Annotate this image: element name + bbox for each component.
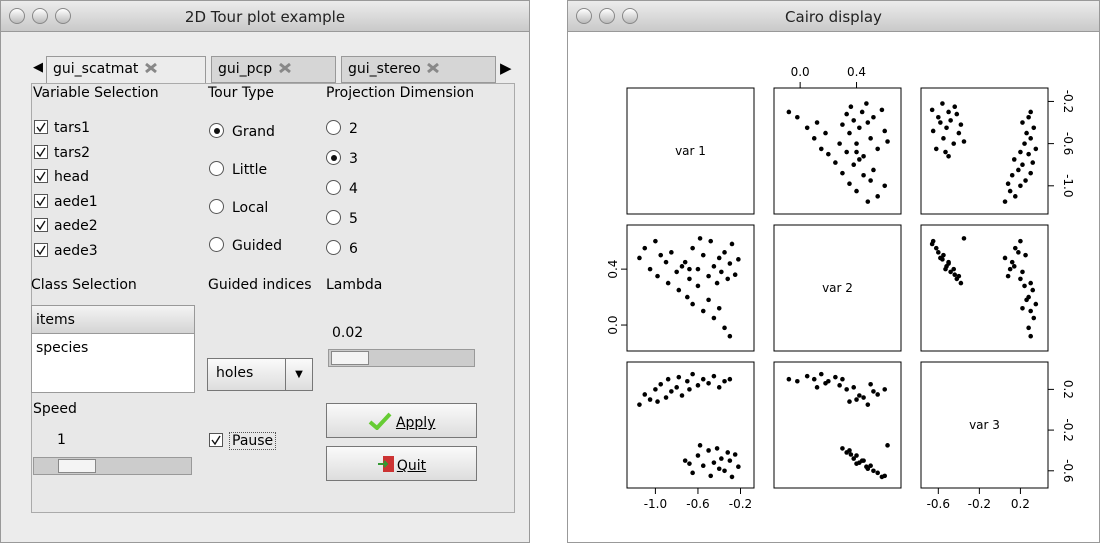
guided-index-combo[interactable]: holes▼ [207, 358, 313, 391]
label: Guided indices [208, 277, 312, 293]
list-header[interactable]: items [32, 306, 194, 334]
radio-label: Grand [232, 124, 275, 140]
variable-label: aede2 [54, 218, 98, 234]
radio-label: 6 [349, 241, 358, 257]
window-title: Cairo display [568, 8, 1099, 26]
variable-label: aede3 [54, 243, 98, 259]
speed-slider[interactable] [33, 457, 192, 475]
tour-type-radio[interactable]: Little [209, 161, 267, 178]
combo-value: holes [216, 365, 253, 381]
dimension-radio[interactable]: 5 [326, 210, 358, 227]
pause-checkbox[interactable]: Pause [209, 433, 276, 449]
dimension-radio[interactable]: 6 [326, 240, 358, 257]
variable-label: tars2 [54, 145, 90, 161]
lambda-slider[interactable] [328, 349, 475, 367]
variable-label: tars1 [54, 120, 90, 136]
radio-label: 5 [349, 211, 358, 227]
label: Tour Type [208, 85, 274, 101]
variable-checkbox[interactable]: head [34, 169, 89, 185]
radio-label: 4 [349, 181, 358, 197]
tab[interactable]: gui_stereo [341, 56, 496, 83]
tab[interactable]: gui_pcp [211, 56, 336, 83]
variable-label: head [54, 169, 89, 185]
label: Projection Dimension [326, 85, 474, 101]
tab-label: gui_scatmat [53, 61, 138, 77]
tab[interactable]: gui_scatmat [46, 56, 206, 83]
screen: 2D Tour plot example ◀ ▶ gui_scatmat gui… [0, 0, 1100, 543]
cairo-window: Cairo display [567, 0, 1100, 543]
variable-checkbox[interactable]: aede3 [34, 243, 98, 259]
label: Speed [33, 401, 77, 417]
label: Lambda [326, 277, 382, 293]
speed-value: 1 [57, 432, 66, 448]
radio-label: 2 [349, 121, 358, 137]
quit-label: Quit [397, 458, 426, 474]
tab-label: gui_pcp [218, 61, 272, 77]
pause-label: Pause [229, 432, 276, 450]
label: Variable Selection [33, 85, 159, 101]
window-title: 2D Tour plot example [1, 8, 529, 26]
title-bar: Cairo display [568, 1, 1099, 32]
title-bar: 2D Tour plot example [1, 1, 529, 32]
list-row[interactable]: species [32, 334, 194, 362]
dimension-radio[interactable]: 3 [326, 150, 358, 167]
tour-type-radio[interactable]: Guided [209, 237, 282, 254]
radio-label: Local [232, 200, 268, 216]
radio-label: 3 [349, 151, 358, 167]
class-list[interactable]: items species [31, 305, 195, 393]
tour-window: 2D Tour plot example ◀ ▶ gui_scatmat gui… [0, 0, 530, 543]
tour-type-radio[interactable]: Grand [209, 123, 275, 140]
tab-label: gui_stereo [348, 61, 421, 77]
lambda-value: 0.02 [332, 325, 363, 341]
variable-checkbox[interactable]: aede2 [34, 218, 98, 234]
quit-button[interactable]: Quit [326, 446, 477, 481]
apply-button[interactable]: Apply [326, 403, 477, 438]
dimension-radio[interactable]: 4 [326, 180, 358, 197]
tab-next[interactable]: ▶ [500, 59, 512, 77]
variable-checkbox[interactable]: tars1 [34, 120, 90, 136]
dimension-radio[interactable]: 2 [326, 120, 358, 137]
variable-checkbox[interactable]: aede1 [34, 194, 98, 210]
radio-label: Guided [232, 238, 282, 254]
tab-prev[interactable]: ◀ [33, 60, 43, 75]
apply-label: Apply [396, 415, 436, 431]
radio-label: Little [232, 162, 267, 178]
variable-checkbox[interactable]: tars2 [34, 145, 90, 161]
label: Class Selection [31, 277, 137, 293]
variable-label: aede1 [54, 194, 98, 210]
tour-type-radio[interactable]: Local [209, 199, 268, 216]
